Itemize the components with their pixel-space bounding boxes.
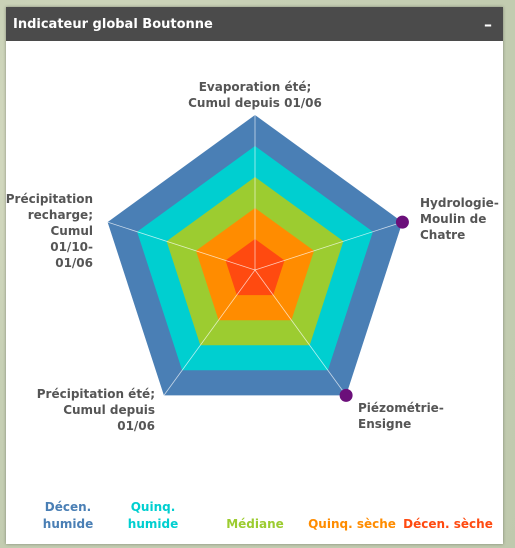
data-point [395,215,409,229]
axis-label-line: Précipitation [6,192,93,206]
panel-title: Indicateur global Boutonne [13,16,213,32]
axis-label-line: Hydrologie- [420,196,499,210]
axis-label-line: 01/06 [55,256,93,270]
legend-item: Médiane [226,517,284,531]
axis-label-line: Précipitation été; [37,387,155,401]
legend-item-line: Médiane [226,517,284,531]
axis-label-line: 01/10- [50,240,93,254]
indicator-panel: Indicateur global Boutonne – Evaporation… [6,7,503,544]
axis-label: Précipitation été; Cumul depuis 01/06 [37,387,155,433]
axis-label: Précipitation recharge; Cumul 01/10- 01/06 [6,192,93,270]
axis-label-line: 01/06 [117,419,155,433]
legend-item-line: Décen. sèche [403,517,493,531]
axis-label-line: recharge; [28,208,93,222]
axis-label-line: Cumul depuis 01/06 [188,96,322,110]
panel-header: Indicateur global Boutonne – [6,7,503,41]
legend-item-line: Quinq. sèche [308,517,396,531]
axis-label: Piézométrie- Ensigne [358,401,444,431]
collapse-button[interactable]: – [484,14,492,34]
axis-label-line: Cumul depuis [63,403,155,417]
axis-label-line: Piézométrie- [358,401,444,415]
legend-item: Quinq. humide [128,500,178,531]
axis-label-line: Moulin de [420,212,486,226]
axis-line [254,269,347,396]
data-point [339,388,353,402]
axis-line [107,221,256,271]
axis-label-line: Cumul [50,224,93,238]
axis-label-line: Ensigne [358,417,411,431]
axis-label: Evaporation été; Cumul depuis 01/06 [188,80,322,110]
legend-item-line: Quinq. [131,500,176,514]
axis-label-line: Evaporation été; [199,80,312,94]
axis-line [254,221,403,271]
legend-item-line: humide [128,517,178,531]
legend-item-line: humide [43,517,93,531]
axis-line [163,269,256,396]
radar-chart: Evaporation été; Cumul depuis 01/06 Hydrol… [6,80,499,531]
legend-item: Décen. humide [43,500,93,531]
axis-label: Hydrologie- Moulin de Chatre [420,196,499,242]
legend-item-line: Décen. [45,500,91,514]
legend-item: Quinq. sèche [308,517,396,531]
axis-label-line: Chatre [420,228,465,242]
legend-item: Décen. sèche [403,517,493,531]
